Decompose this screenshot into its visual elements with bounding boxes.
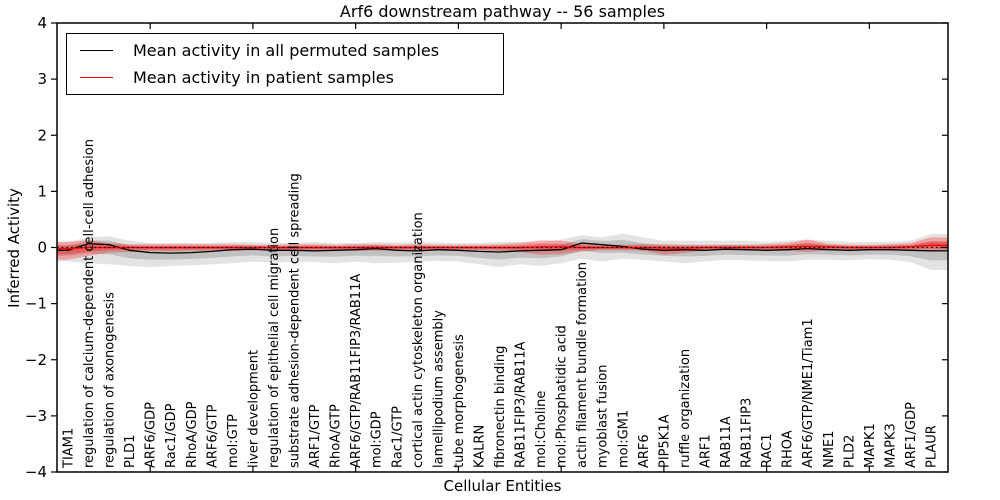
x-tick-label: regulation of axonogenesis — [103, 292, 118, 468]
x-tick-label: ruffle organization — [678, 349, 693, 468]
x-tick-label: ARF1/GDP — [904, 402, 919, 468]
y-tick-label: −3 — [25, 407, 47, 425]
x-tick-label: Rac1/GTP — [390, 406, 405, 468]
x-tick-label: liver development — [246, 350, 261, 468]
x-tick-label: MAPK1 — [863, 423, 878, 468]
x-axis-label: Cellular Entities — [443, 477, 562, 495]
x-tick-label: myoblast fusion — [596, 364, 611, 468]
patient-line-swatch-icon — [80, 76, 113, 78]
permuted-mean-line — [57, 242, 948, 254]
x-tick-label: ARF6/GTP/NME1/Tiam1 — [801, 318, 816, 468]
x-tick-label: ARF1/GTP — [308, 404, 323, 468]
legend: Mean activity in all permuted samples Me… — [66, 33, 504, 95]
y-tick-label: 1 — [37, 182, 47, 200]
x-tick-label: regulation of calcium-dependent cell-cel… — [82, 139, 97, 468]
y-tick-label: 4 — [37, 14, 47, 32]
x-tick-label: ARF6/GDP — [144, 402, 159, 468]
x-tick-label: RAB11FIP3/RAB11A — [514, 341, 529, 468]
x-tick-label: ARF6/GTP/RAB11FIP3/RAB11A — [349, 274, 364, 468]
x-tick-label: RAB11A — [719, 416, 734, 468]
patient-band-outer — [57, 237, 948, 260]
x-tick-label: RhoA/GTP — [329, 404, 344, 468]
y-tick-label: −1 — [25, 295, 47, 313]
permuted-band-inner — [57, 239, 948, 261]
x-tick-label: RAB11FIP3 — [740, 398, 755, 468]
x-tick-label: KALRN — [472, 425, 487, 468]
y-tick-label: −4 — [25, 463, 47, 481]
x-tick-label: mol:Choline — [534, 391, 549, 468]
y-tick-label: −2 — [25, 351, 47, 369]
y-tick-label: 2 — [37, 126, 47, 144]
legend-item-patient: Mean activity in patient samples — [80, 68, 503, 87]
plot-border — [56, 22, 949, 473]
x-tick-label: fibronectin binding — [493, 346, 508, 468]
x-tick-label: substrate adhesion-dependent cell spread… — [288, 173, 303, 468]
x-tick-label: regulation of epithelial cell migration — [267, 228, 282, 468]
x-tick-label: ARF1 — [698, 434, 713, 468]
x-tick-label: lamellipodium assembly — [431, 310, 446, 468]
x-tick-label: NME1 — [822, 431, 837, 468]
x-tick-label: TIAM1 — [62, 428, 77, 469]
y-axis-label: Inferred Activity — [5, 188, 23, 308]
y-tick-label: 3 — [37, 70, 47, 88]
x-tick-label: ARF6/GTP — [205, 404, 220, 468]
x-tick-label: mol:GM1 — [616, 410, 631, 468]
permuted-line-swatch-icon — [80, 50, 113, 52]
x-tick-label: PLD1 — [123, 435, 138, 468]
chart-title: Arf6 downstream pathway -- 56 samples — [339, 2, 666, 21]
x-tick-label: PLD2 — [842, 435, 857, 468]
legend-item-permuted: Mean activity in all permuted samples — [80, 41, 503, 60]
x-tick-label: PIP5K1A — [657, 414, 672, 468]
x-tick-label: RHOA — [781, 430, 796, 468]
x-tick-label: Rac1/GDP — [164, 403, 179, 468]
y-tick-label: 0 — [37, 239, 47, 257]
x-tick-label: mol:Phosphatidic acid — [555, 325, 570, 468]
x-tick-label: RhoA/GDP — [185, 401, 200, 468]
x-tick-label: PLAUR — [925, 425, 940, 468]
x-tick-label: ARF6 — [637, 434, 652, 468]
x-tick-label: mol:GDP — [370, 411, 385, 468]
legend-label: Mean activity in all permuted samples — [133, 41, 440, 61]
x-tick-label: MAPK3 — [883, 423, 898, 468]
x-tick-label: tube morphogenesis — [452, 334, 467, 468]
x-tick-label: cortical actin cytoskeleton organization — [411, 212, 426, 468]
x-tick-label: actin filament bundle formation — [575, 262, 590, 468]
x-tick-label: RAC1 — [760, 433, 775, 468]
legend-label: Mean activity in patient samples — [133, 67, 394, 87]
x-tick-label: mol:GTP — [226, 414, 241, 468]
